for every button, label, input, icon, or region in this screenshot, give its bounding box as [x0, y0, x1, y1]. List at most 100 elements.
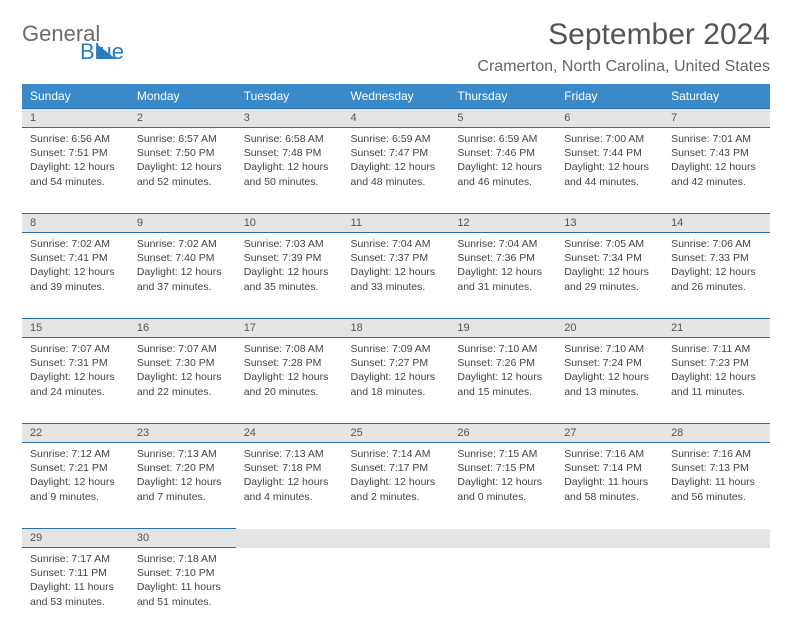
- day-content-cell: Sunrise: 7:14 AMSunset: 7:17 PMDaylight:…: [343, 443, 450, 529]
- day-number-cell: 6: [556, 109, 663, 128]
- logo-text-block: General Blue: [22, 24, 124, 63]
- day-number: 22: [22, 424, 129, 442]
- day-number-cell: 14: [663, 214, 770, 233]
- day-content-cell: Sunrise: 7:01 AMSunset: 7:43 PMDaylight:…: [663, 128, 770, 214]
- day-details: Sunrise: 7:00 AMSunset: 7:44 PMDaylight:…: [556, 128, 663, 195]
- day-number: 12: [449, 214, 556, 232]
- empty-cell: [236, 529, 343, 548]
- title-block: September 2024 Cramerton, North Carolina…: [477, 18, 770, 76]
- day-number-cell: 24: [236, 424, 343, 443]
- day-number-cell: 10: [236, 214, 343, 233]
- day-number: 5: [449, 109, 556, 127]
- weekday-header-row: SundayMondayTuesdayWednesdayThursdayFrid…: [22, 84, 770, 109]
- day-number-cell: 20: [556, 319, 663, 338]
- day-number: 16: [129, 319, 236, 337]
- day-number: 3: [236, 109, 343, 127]
- day-content-cell: Sunrise: 7:04 AMSunset: 7:37 PMDaylight:…: [343, 233, 450, 319]
- day-number-cell: 13: [556, 214, 663, 233]
- day-number-cell: 25: [343, 424, 450, 443]
- day-content-cell: Sunrise: 7:06 AMSunset: 7:33 PMDaylight:…: [663, 233, 770, 319]
- day-number-cell: 9: [129, 214, 236, 233]
- day-details: Sunrise: 6:59 AMSunset: 7:46 PMDaylight:…: [449, 128, 556, 195]
- day-details: Sunrise: 7:18 AMSunset: 7:10 PMDaylight:…: [129, 548, 236, 615]
- day-details: Sunrise: 7:17 AMSunset: 7:11 PMDaylight:…: [22, 548, 129, 615]
- weekday-header: Saturday: [663, 84, 770, 109]
- day-number: 20: [556, 319, 663, 337]
- day-details: Sunrise: 7:11 AMSunset: 7:23 PMDaylight:…: [663, 338, 770, 405]
- day-number: 14: [663, 214, 770, 232]
- day-content-cell: Sunrise: 7:18 AMSunset: 7:10 PMDaylight:…: [129, 548, 236, 634]
- empty-cell: [663, 529, 770, 548]
- day-number: 29: [22, 529, 129, 547]
- day-number: 18: [343, 319, 450, 337]
- day-number-cell: 8: [22, 214, 129, 233]
- empty-cell: [449, 548, 556, 634]
- day-details: Sunrise: 7:14 AMSunset: 7:17 PMDaylight:…: [343, 443, 450, 510]
- day-content-cell: Sunrise: 7:13 AMSunset: 7:20 PMDaylight:…: [129, 443, 236, 529]
- day-content-cell: Sunrise: 7:16 AMSunset: 7:13 PMDaylight:…: [663, 443, 770, 529]
- day-number-cell: 11: [343, 214, 450, 233]
- day-number-cell: 15: [22, 319, 129, 338]
- logo-word-blue: Blue: [80, 42, 124, 63]
- day-details: Sunrise: 7:10 AMSunset: 7:26 PMDaylight:…: [449, 338, 556, 405]
- day-number-cell: 26: [449, 424, 556, 443]
- day-content-cell: Sunrise: 7:17 AMSunset: 7:11 PMDaylight:…: [22, 548, 129, 634]
- location: Cramerton, North Carolina, United States: [477, 58, 770, 76]
- day-content-cell: Sunrise: 7:11 AMSunset: 7:23 PMDaylight:…: [663, 338, 770, 424]
- weekday-header: Monday: [129, 84, 236, 109]
- day-number-cell: 3: [236, 109, 343, 128]
- day-details: Sunrise: 7:16 AMSunset: 7:13 PMDaylight:…: [663, 443, 770, 510]
- day-details: Sunrise: 7:04 AMSunset: 7:36 PMDaylight:…: [449, 233, 556, 300]
- weekday-header: Tuesday: [236, 84, 343, 109]
- day-details: Sunrise: 7:16 AMSunset: 7:14 PMDaylight:…: [556, 443, 663, 510]
- empty-cell: [556, 548, 663, 634]
- day-number: 13: [556, 214, 663, 232]
- month-title: September 2024: [477, 18, 770, 52]
- day-content-cell: Sunrise: 7:10 AMSunset: 7:26 PMDaylight:…: [449, 338, 556, 424]
- day-number-cell: 12: [449, 214, 556, 233]
- day-content-cell: Sunrise: 7:16 AMSunset: 7:14 PMDaylight:…: [556, 443, 663, 529]
- day-content-cell: Sunrise: 7:05 AMSunset: 7:34 PMDaylight:…: [556, 233, 663, 319]
- empty-cell: [556, 529, 663, 548]
- day-details: Sunrise: 7:02 AMSunset: 7:41 PMDaylight:…: [22, 233, 129, 300]
- day-details: Sunrise: 7:01 AMSunset: 7:43 PMDaylight:…: [663, 128, 770, 195]
- day-content-cell: Sunrise: 7:08 AMSunset: 7:28 PMDaylight:…: [236, 338, 343, 424]
- day-number-cell: 16: [129, 319, 236, 338]
- day-number-cell: 21: [663, 319, 770, 338]
- day-number-cell: 30: [129, 529, 236, 548]
- day-content-cell: Sunrise: 6:59 AMSunset: 7:47 PMDaylight:…: [343, 128, 450, 214]
- day-number-cell: 22: [22, 424, 129, 443]
- day-number: 27: [556, 424, 663, 442]
- day-content-cell: Sunrise: 7:04 AMSunset: 7:36 PMDaylight:…: [449, 233, 556, 319]
- day-content-cell: Sunrise: 7:10 AMSunset: 7:24 PMDaylight:…: [556, 338, 663, 424]
- day-content-cell: Sunrise: 7:00 AMSunset: 7:44 PMDaylight:…: [556, 128, 663, 214]
- day-details: Sunrise: 7:05 AMSunset: 7:34 PMDaylight:…: [556, 233, 663, 300]
- day-number-row: 22232425262728: [22, 424, 770, 443]
- day-number: 17: [236, 319, 343, 337]
- day-number: 7: [663, 109, 770, 127]
- day-number: 24: [236, 424, 343, 442]
- day-content-row: Sunrise: 7:12 AMSunset: 7:21 PMDaylight:…: [22, 443, 770, 529]
- day-content-cell: Sunrise: 7:12 AMSunset: 7:21 PMDaylight:…: [22, 443, 129, 529]
- day-number: 19: [449, 319, 556, 337]
- day-details: Sunrise: 7:02 AMSunset: 7:40 PMDaylight:…: [129, 233, 236, 300]
- day-number-row: 891011121314: [22, 214, 770, 233]
- day-content-cell: Sunrise: 7:07 AMSunset: 7:31 PMDaylight:…: [22, 338, 129, 424]
- day-content-row: Sunrise: 6:56 AMSunset: 7:51 PMDaylight:…: [22, 128, 770, 214]
- weekday-header: Thursday: [449, 84, 556, 109]
- day-details: Sunrise: 6:58 AMSunset: 7:48 PMDaylight:…: [236, 128, 343, 195]
- day-content-cell: Sunrise: 6:56 AMSunset: 7:51 PMDaylight:…: [22, 128, 129, 214]
- day-content-cell: Sunrise: 7:09 AMSunset: 7:27 PMDaylight:…: [343, 338, 450, 424]
- day-details: Sunrise: 6:57 AMSunset: 7:50 PMDaylight:…: [129, 128, 236, 195]
- day-number-cell: 2: [129, 109, 236, 128]
- day-number-cell: 18: [343, 319, 450, 338]
- weekday-header: Wednesday: [343, 84, 450, 109]
- day-content-row: Sunrise: 7:17 AMSunset: 7:11 PMDaylight:…: [22, 548, 770, 634]
- day-details: Sunrise: 7:09 AMSunset: 7:27 PMDaylight:…: [343, 338, 450, 405]
- day-number: 25: [343, 424, 450, 442]
- day-number-cell: 29: [22, 529, 129, 548]
- day-details: Sunrise: 7:06 AMSunset: 7:33 PMDaylight:…: [663, 233, 770, 300]
- day-content-cell: Sunrise: 7:02 AMSunset: 7:40 PMDaylight:…: [129, 233, 236, 319]
- empty-cell: [236, 548, 343, 634]
- day-content-cell: Sunrise: 7:02 AMSunset: 7:41 PMDaylight:…: [22, 233, 129, 319]
